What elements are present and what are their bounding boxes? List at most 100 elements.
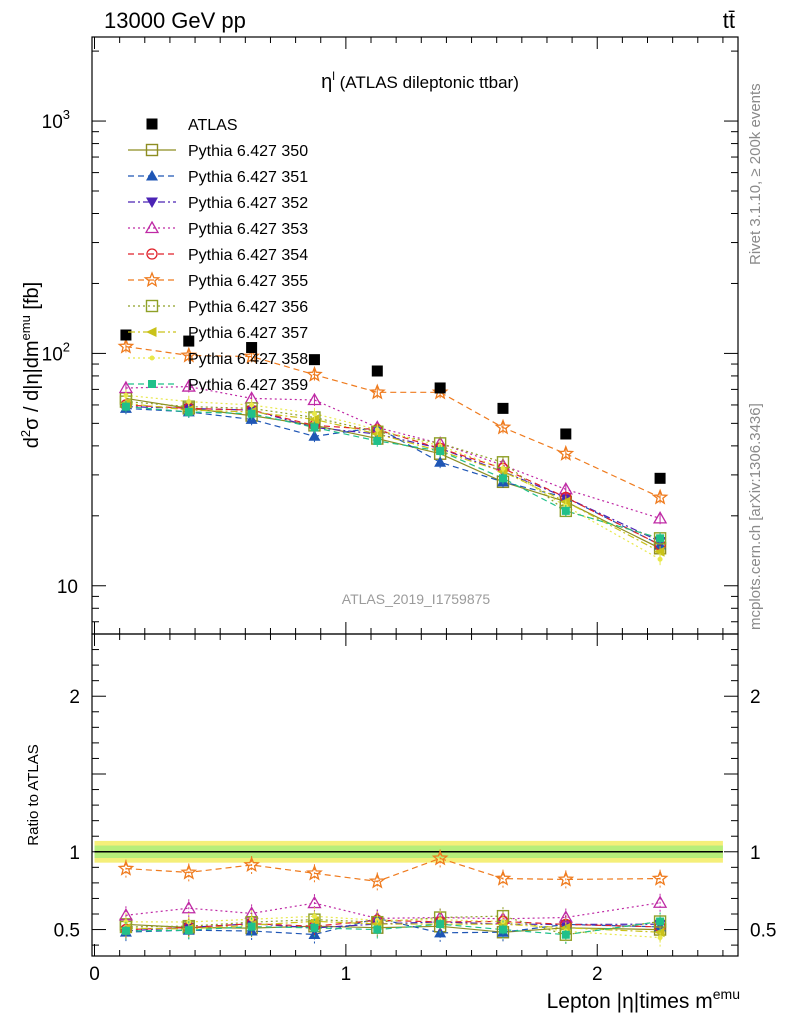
series-359-ratio-point bbox=[247, 922, 256, 931]
series-355-point bbox=[117, 337, 135, 354]
series-355-point bbox=[243, 347, 261, 364]
series-353-ratio-point bbox=[558, 910, 573, 923]
series-357-ratio-point bbox=[654, 927, 665, 938]
plot-title: ηl (ATLAS dileptonic ttbar) bbox=[321, 69, 519, 93]
series-355-point bbox=[180, 346, 198, 363]
series-357-point bbox=[308, 414, 319, 425]
series-359-point bbox=[373, 436, 382, 445]
series-358-point bbox=[249, 402, 255, 408]
series-353-ratio-point bbox=[181, 900, 196, 914]
series-markers bbox=[117, 329, 669, 947]
atlas-data-point bbox=[497, 402, 509, 414]
x-tick-label: 1 bbox=[341, 964, 352, 985]
x-axis-label: Lepton |η|times memu bbox=[547, 986, 740, 1013]
legend-atlas-label: ATLAS bbox=[188, 117, 238, 134]
series-355-ratio-point bbox=[368, 872, 386, 889]
y-tick-label: 10 bbox=[57, 577, 78, 598]
series-355-point bbox=[368, 383, 386, 400]
ratio-tick-label: 1 bbox=[750, 843, 761, 864]
ratio-tick-label: 2 bbox=[69, 687, 80, 708]
svg-text:d2σ / d|η|dmemu [fb]: d2σ / d|η|dmemu [fb] bbox=[18, 282, 43, 448]
series-353-ratio-line bbox=[125, 902, 661, 920]
series-355-point bbox=[557, 444, 575, 461]
legend-series-359-label: Pythia 6.427 359 bbox=[188, 377, 308, 394]
series-358-line bbox=[125, 394, 661, 560]
atlas-data-point bbox=[246, 342, 258, 354]
series-357-line bbox=[125, 402, 661, 553]
y-tick-label: 102 bbox=[42, 339, 70, 365]
ratio-tick-label: 0.5 bbox=[54, 921, 80, 942]
series-358-ratio-point bbox=[657, 935, 663, 941]
series-359-ratio-point bbox=[436, 920, 445, 929]
series-359-point bbox=[436, 447, 445, 456]
legend: ATLAS Pythia 6.427 350 Pythia 6.427 351 Pyt… bbox=[128, 117, 308, 394]
legend-series-355-label: Pythia 6.427 355 bbox=[188, 273, 308, 290]
series-359-point bbox=[498, 474, 507, 483]
atlas-data-point bbox=[183, 335, 195, 347]
series-356-line bbox=[125, 401, 661, 539]
series-355-ratio-point bbox=[651, 869, 669, 886]
y-tick-label: 103 bbox=[42, 107, 70, 133]
series-359-point bbox=[184, 407, 193, 416]
ratio-tick-label: 0.5 bbox=[750, 921, 776, 942]
legend-series-350-label: Pythia 6.427 350 bbox=[188, 143, 308, 160]
series-355-ratio-point bbox=[494, 869, 512, 886]
ratio-uncertainty-band bbox=[94, 840, 723, 863]
series-355-point bbox=[651, 488, 669, 505]
svg-text:mcplots.cern.ch [arXiv:1306.34: mcplots.cern.ch [arXiv:1306.3436] bbox=[747, 403, 764, 630]
series-358-ratio-point bbox=[374, 917, 380, 923]
series-359-ratio-point bbox=[310, 923, 319, 932]
series-353-line bbox=[125, 385, 661, 519]
legend-series-357-label: Pythia 6.427 357 bbox=[188, 325, 308, 342]
series-355-ratio-point bbox=[243, 856, 261, 873]
x-tick-label: 2 bbox=[592, 964, 603, 985]
ratio-plot-frame bbox=[91, 633, 739, 957]
series-351-line bbox=[125, 407, 661, 546]
legend-series-356-marker bbox=[145, 299, 159, 313]
series-359-point bbox=[121, 402, 130, 411]
legend-series-357-marker bbox=[146, 327, 157, 337]
series-357-point bbox=[654, 546, 665, 557]
legend-series-351-marker bbox=[146, 170, 158, 181]
series-359-ratio-point bbox=[121, 926, 130, 935]
legend-series-356-label: Pythia 6.427 356 bbox=[188, 299, 308, 316]
legend-series-353-marker bbox=[144, 220, 160, 234]
legend-series-358-marker bbox=[149, 355, 155, 361]
series-358-point bbox=[374, 427, 380, 433]
series-353-point bbox=[652, 511, 668, 524]
series-350-line bbox=[125, 397, 661, 549]
series-353-ratio-point bbox=[652, 895, 668, 908]
series-359-ratio-point bbox=[373, 925, 382, 934]
series-355-point bbox=[494, 418, 512, 435]
series-356-ratio-point bbox=[653, 915, 667, 928]
legend-series-350-marker bbox=[145, 143, 159, 157]
series-359-point bbox=[561, 506, 570, 515]
series-351-point bbox=[434, 456, 447, 467]
series-357-ratio-point bbox=[308, 916, 319, 927]
atlas-data-point bbox=[308, 354, 320, 366]
legend-series-351-label: Pythia 6.427 351 bbox=[188, 169, 308, 186]
series-359-point bbox=[310, 423, 319, 432]
series-359-ratio-point bbox=[184, 926, 193, 935]
series-358-point bbox=[500, 465, 506, 471]
series-359-point bbox=[247, 409, 256, 418]
axis-ticks: 0 1 2 10 102 103 0.5 0.5 1 1 2 2 bbox=[42, 37, 776, 985]
legend-series-352-marker bbox=[146, 197, 158, 208]
series-359-ratio-point bbox=[498, 925, 507, 934]
series-352-line bbox=[125, 406, 661, 543]
series-355-line bbox=[125, 346, 661, 498]
rivet-version-label: Rivet 3.1.10, ≥ 200k events bbox=[747, 83, 764, 265]
analysis-id-label: ATLAS_2019_I1759875 bbox=[342, 591, 491, 607]
legend-atlas-marker bbox=[146, 118, 158, 130]
series-359-line bbox=[125, 406, 661, 539]
legend-series-358-label: Pythia 6.427 358 bbox=[188, 351, 308, 368]
series-359-ratio-point bbox=[561, 930, 570, 939]
legend-series-354-marker bbox=[146, 248, 158, 260]
mcplots-credit-label: mcplots.cern.ch [arXiv:1306.3436] bbox=[747, 403, 764, 630]
legend-series-353-label: Pythia 6.427 353 bbox=[188, 221, 308, 238]
main-y-axis-label: d2σ / d|η|dmemu [fb] bbox=[18, 282, 43, 448]
svg-text:Ratio to ATLAS: Ratio to ATLAS bbox=[25, 744, 42, 845]
svg-text:Rivet 3.1.10, ≥ 200k events: Rivet 3.1.10, ≥ 200k events bbox=[747, 83, 764, 265]
series-355-ratio-point bbox=[117, 859, 135, 876]
